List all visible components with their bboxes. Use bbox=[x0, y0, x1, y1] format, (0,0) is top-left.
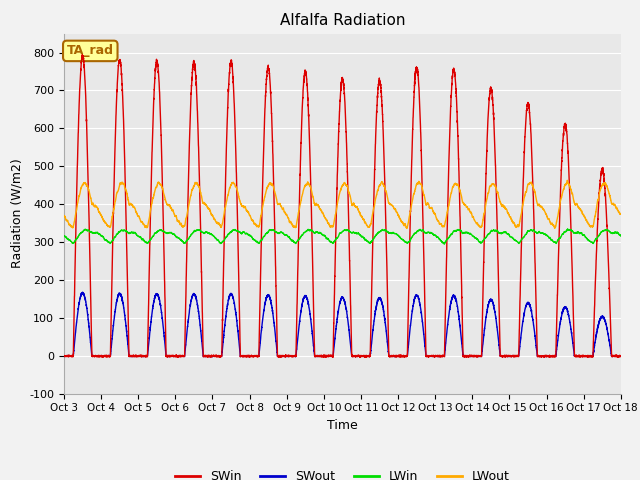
X-axis label: Time: Time bbox=[327, 419, 358, 432]
Y-axis label: Radiation (W/m2): Radiation (W/m2) bbox=[11, 159, 24, 268]
Text: TA_rad: TA_rad bbox=[67, 44, 114, 58]
Title: Alfalfa Radiation: Alfalfa Radiation bbox=[280, 13, 405, 28]
Legend: SWin, SWout, LWin, LWout: SWin, SWout, LWin, LWout bbox=[170, 465, 515, 480]
